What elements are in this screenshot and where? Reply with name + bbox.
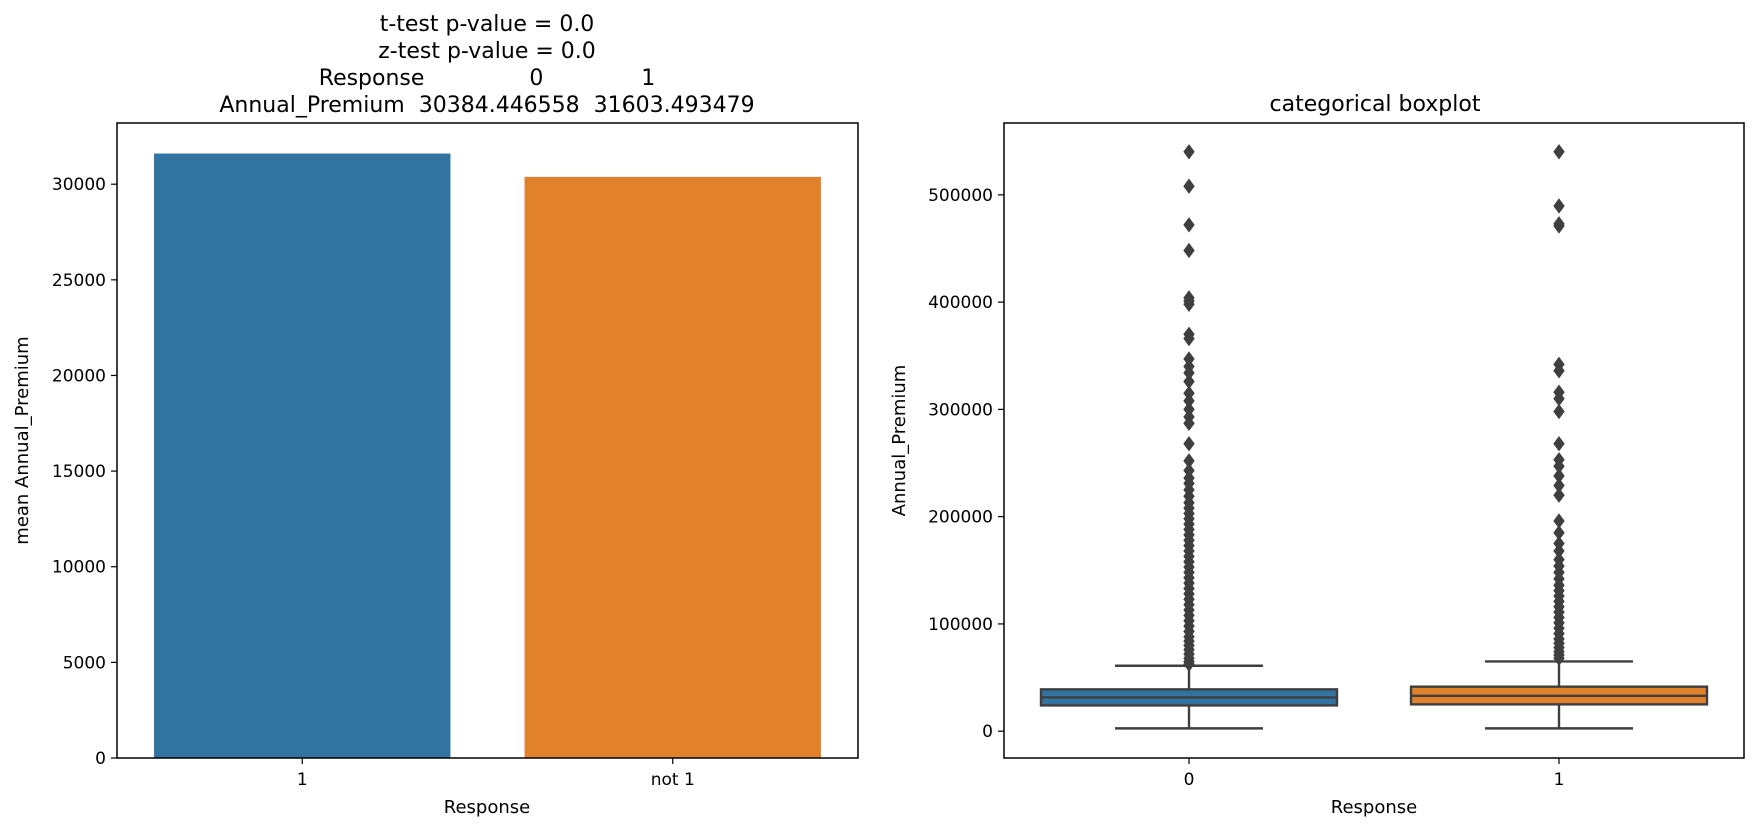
outlier-point (1553, 650, 1565, 666)
outlier-point (1183, 144, 1195, 160)
y-tick-label: 5000 (63, 653, 106, 673)
outlier-point (1183, 656, 1195, 672)
bar-chart-title-line: Annual_Premium 30384.446558 31603.493479 (219, 93, 754, 118)
x-tick-label: 1 (1554, 770, 1565, 790)
outlier-point (1553, 436, 1565, 452)
bar-chart-y-ticks: 0 5000 10000 15000 20000 25000 30000 (52, 175, 117, 769)
y-tick-label: 300000 (928, 400, 993, 420)
outlier-point (1183, 178, 1195, 194)
y-tick-label: 500000 (928, 186, 993, 206)
y-tick-label: 0 (95, 749, 106, 769)
outlier-point (1553, 487, 1565, 503)
boxplot-axes-frame (1003, 122, 1745, 759)
outlier-point (1553, 198, 1565, 214)
y-tick-label: 15000 (52, 462, 106, 482)
y-tick-label: 25000 (52, 271, 106, 291)
bar-chart-title: t-test p-value = 0.0z-test p-value = 0.0… (219, 12, 754, 118)
boxplot-title: categorical boxplot (1270, 92, 1481, 117)
bar-chart-title-line: Response 0 1 (319, 66, 655, 91)
x-tick-label: 1 (297, 770, 308, 790)
bar-chart-title-line: z-test p-value = 0.0 (378, 39, 596, 64)
y-tick-label: 10000 (52, 558, 106, 578)
y-tick-label: 30000 (52, 175, 106, 195)
outlier-point (1183, 415, 1195, 432)
box-1 (1409, 144, 1709, 730)
boxplot-x-label: Response (1331, 797, 1417, 818)
outlier-point (1553, 403, 1565, 420)
outlier-point (1553, 144, 1565, 160)
outlier-point (1553, 363, 1565, 379)
bar-chart-panel: t-test p-value = 0.0z-test p-value = 0.0… (12, 12, 859, 818)
outlier-point (1553, 218, 1565, 234)
bar (154, 153, 451, 759)
box-0 (1039, 144, 1339, 730)
bar-chart-x-label: Response (444, 797, 530, 818)
outlier-point (1183, 330, 1195, 347)
y-tick-label: 400000 (928, 293, 993, 313)
bar-chart-title-line: t-test p-value = 0.0 (380, 12, 595, 37)
boxplot-y-label: Annual_Premium (889, 365, 910, 517)
boxplot-boxes (1039, 144, 1709, 730)
boxplot-y-ticks: 0 100000 200000 300000 400000 500000 (928, 186, 1004, 742)
x-tick-label: 0 (1184, 770, 1195, 790)
bar-chart-bars (154, 153, 821, 759)
outlier-point (1183, 217, 1195, 233)
y-tick-label: 200000 (928, 508, 993, 528)
outlier-point (1183, 242, 1195, 259)
boxplot-panel: categorical boxplot 0 100000 200000 300000 4… (889, 92, 1745, 818)
bar-chart-x-ticks: 1 not 1 (297, 758, 695, 790)
y-tick-label: 0 (982, 722, 993, 742)
outlier-point (1183, 296, 1195, 312)
y-tick-label: 20000 (52, 366, 106, 386)
bar-chart-axes-frame (116, 122, 859, 759)
x-tick-label: not 1 (651, 770, 695, 790)
bar-chart-y-label: mean Annual_Premium (12, 336, 33, 544)
y-tick-label: 100000 (928, 615, 993, 635)
bar (524, 176, 821, 759)
outlier-point (1183, 436, 1195, 452)
